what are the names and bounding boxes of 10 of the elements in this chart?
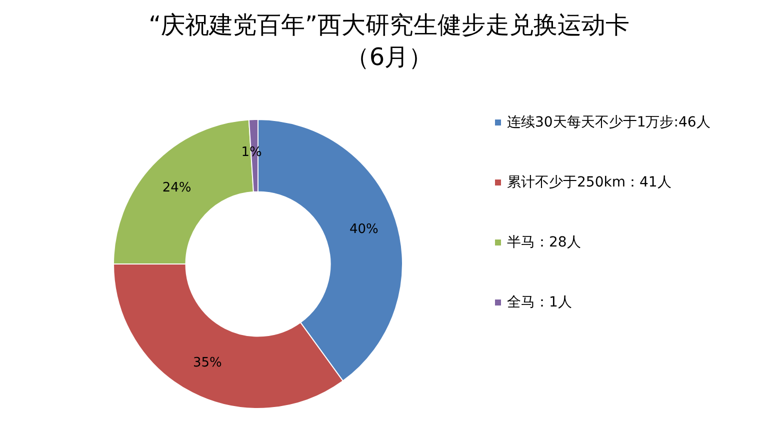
legend-label: 全马：1人 bbox=[507, 294, 572, 310]
legend-label: 连续30天每天不少于1万步:46人 bbox=[507, 114, 710, 130]
legend-label: 半马：28人 bbox=[507, 234, 581, 250]
data-label: 1% bbox=[241, 145, 262, 160]
chart-title: “庆祝建党百年”西大研究生健步走兑换运动卡 bbox=[148, 11, 630, 39]
data-label: 35% bbox=[192, 356, 222, 371]
data-label: 24% bbox=[162, 180, 192, 196]
data-label: 40% bbox=[349, 222, 378, 238]
legend-label: 累计不少于250km：41人 bbox=[507, 174, 672, 190]
chart-subtitle: （6月） bbox=[345, 43, 433, 71]
